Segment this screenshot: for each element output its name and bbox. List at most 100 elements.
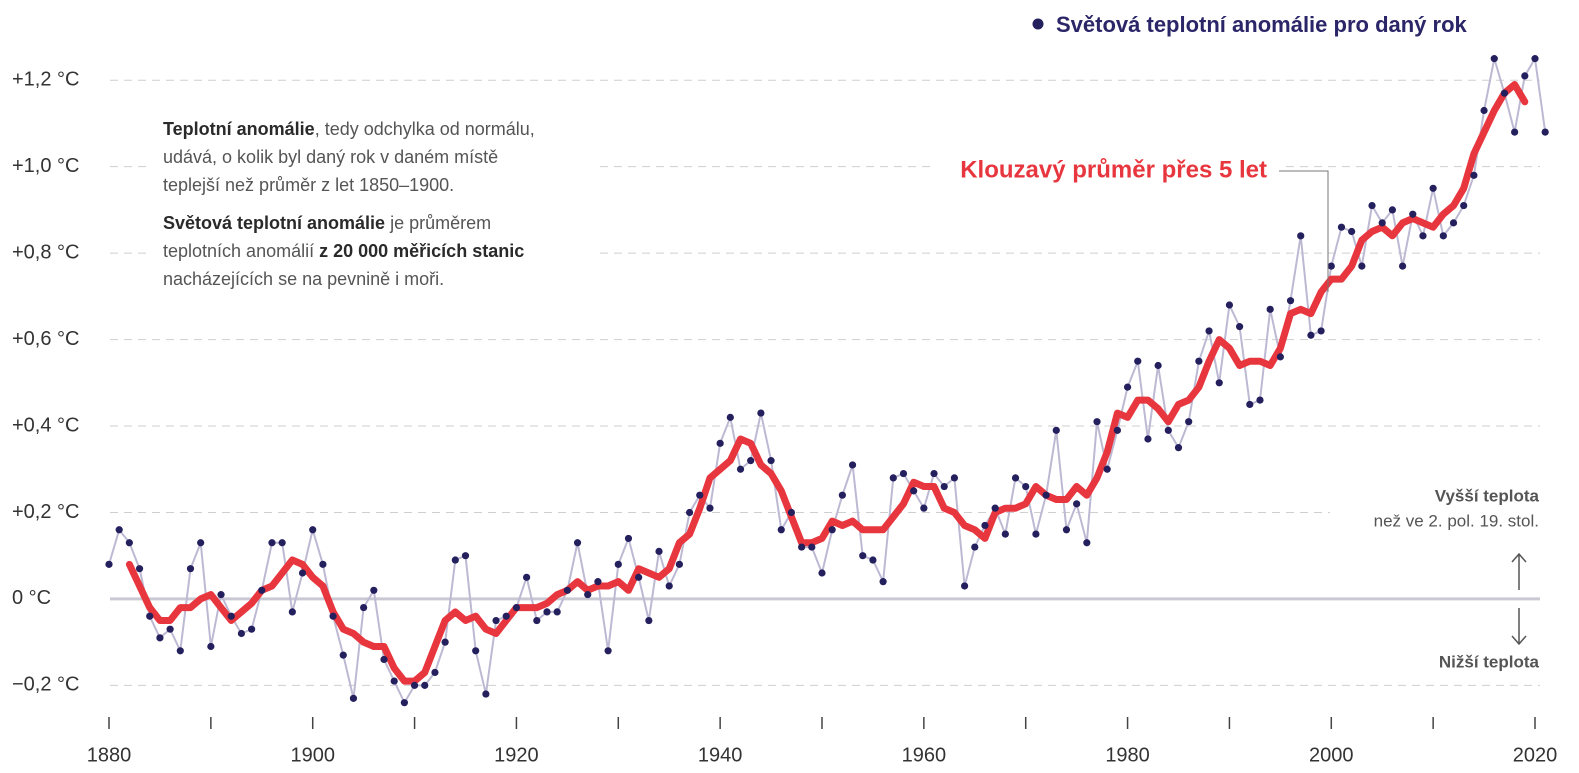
legend-dot xyxy=(1032,18,1044,30)
annotation-text: teplotních anomálií xyxy=(163,241,319,261)
annual-dot xyxy=(1113,426,1121,434)
annual-dot xyxy=(217,591,225,599)
annual-dot xyxy=(400,699,408,707)
annotation-background xyxy=(150,110,595,300)
annual-dot xyxy=(665,582,673,590)
y-tick-label: +0,8 °C xyxy=(12,241,79,263)
y-tick-label: −0,2 °C xyxy=(12,674,79,696)
annual-dot xyxy=(1348,227,1356,236)
annual-dot xyxy=(1327,262,1335,270)
annual-dot xyxy=(237,629,246,638)
annotation-line: udává, o kolik byl daný rok v daném míst… xyxy=(163,147,498,167)
annotation-line: teplejší než průměr z let 1850–1900. xyxy=(163,175,454,195)
y-tick-label: +0,6 °C xyxy=(12,328,79,350)
annual-dot xyxy=(298,569,307,577)
annual-dot xyxy=(818,569,826,577)
annual-dot xyxy=(1286,297,1295,305)
annual-dot xyxy=(961,582,969,590)
y-tick-label: +0,4 °C xyxy=(12,414,79,436)
annual-dot xyxy=(1205,327,1213,335)
annual-dot xyxy=(472,647,480,655)
side-background xyxy=(1410,648,1550,678)
annotation-text: udává, o kolik byl daný rok v daném míst… xyxy=(163,147,498,167)
annotation-line: Světová teplotní anomálie je průměrem xyxy=(163,213,491,233)
annual-dot xyxy=(848,461,857,469)
x-tick-label: 1980 xyxy=(1105,744,1150,766)
y-tick-label: +1,2 °C xyxy=(12,69,79,91)
annual-dot xyxy=(502,612,510,620)
annual-dot xyxy=(1388,206,1396,214)
annual-dot xyxy=(981,521,989,530)
annotation-line: Teplotní anomálie, tedy odchylka od norm… xyxy=(163,119,535,139)
series-label: Klouzavý průměr přes 5 let xyxy=(960,156,1267,183)
annual-dot xyxy=(523,573,531,581)
annual-dot xyxy=(1378,219,1386,227)
annual-line xyxy=(108,55,1547,705)
annual-dot xyxy=(1419,232,1427,240)
annual-dot xyxy=(1297,232,1305,240)
annual-dot xyxy=(838,491,846,499)
annual-dot xyxy=(512,603,521,612)
y-tick-label: +0,2 °C xyxy=(12,501,79,523)
annual-dot xyxy=(614,560,622,568)
annual-dot xyxy=(1531,55,1539,63)
side-label-text: než ve 2. pol. 19. stol. xyxy=(1374,511,1539,530)
annual-dot xyxy=(258,586,266,594)
side-label-title: Nižší teplota xyxy=(1439,652,1540,671)
annotation-line: nacházejících se na pevnině i moři. xyxy=(163,269,444,289)
annual-dot xyxy=(563,586,571,594)
annual-dot xyxy=(930,469,938,478)
annual-dot xyxy=(899,469,908,478)
annual-dot xyxy=(869,556,877,564)
annual-dot xyxy=(624,534,633,543)
annual-dot xyxy=(451,556,459,564)
annual-dot xyxy=(543,608,551,616)
annual-dot xyxy=(461,552,470,560)
annual-dot xyxy=(421,681,429,689)
annual-dot xyxy=(879,578,887,586)
annual-dot xyxy=(950,474,959,482)
annual-dot xyxy=(339,651,347,659)
annual-dot xyxy=(1480,106,1488,115)
annual-dot xyxy=(706,504,714,512)
annual-dot xyxy=(1052,426,1060,434)
annual-dot xyxy=(492,616,500,625)
annual-dot xyxy=(1409,210,1417,218)
annual-dot xyxy=(1103,465,1111,473)
annual-dot xyxy=(1144,435,1152,443)
annotation-text: teplejší než průměr z let 1850–1900. xyxy=(163,175,454,195)
annual-dot xyxy=(1022,482,1030,491)
annual-dot xyxy=(1449,219,1458,227)
annual-dot xyxy=(166,625,174,633)
annual-dot xyxy=(1001,530,1009,538)
label-background xyxy=(930,150,1280,190)
annual-dot xyxy=(1236,323,1244,331)
annual-dot xyxy=(573,539,582,547)
annual-dot xyxy=(248,625,256,633)
annual-dot xyxy=(1123,383,1132,391)
annual-dot xyxy=(1062,526,1071,534)
annual-dot xyxy=(940,482,948,491)
annual-dot xyxy=(1225,301,1234,309)
annual-dot xyxy=(1134,357,1142,365)
annual-dot xyxy=(1032,530,1040,538)
annual-dot xyxy=(747,457,755,465)
annual-dot xyxy=(1174,444,1183,452)
annual-dot xyxy=(1317,327,1325,335)
annual-dot xyxy=(675,560,684,568)
annual-dot xyxy=(278,539,286,547)
annual-dot xyxy=(329,612,337,620)
annual-dot xyxy=(594,578,602,586)
annual-dot xyxy=(991,504,999,512)
annotation-bold: Teplotní anomálie xyxy=(163,119,315,139)
annual-dot xyxy=(971,543,979,551)
annual-dot xyxy=(1256,396,1264,404)
annual-dot xyxy=(227,612,235,620)
annual-dot xyxy=(1490,55,1498,63)
annual-dot xyxy=(115,526,123,534)
side-label-title: Vyšší teplota xyxy=(1435,486,1540,505)
annual-dot xyxy=(197,539,205,547)
annual-dot xyxy=(309,526,317,534)
annual-dot xyxy=(125,539,133,547)
